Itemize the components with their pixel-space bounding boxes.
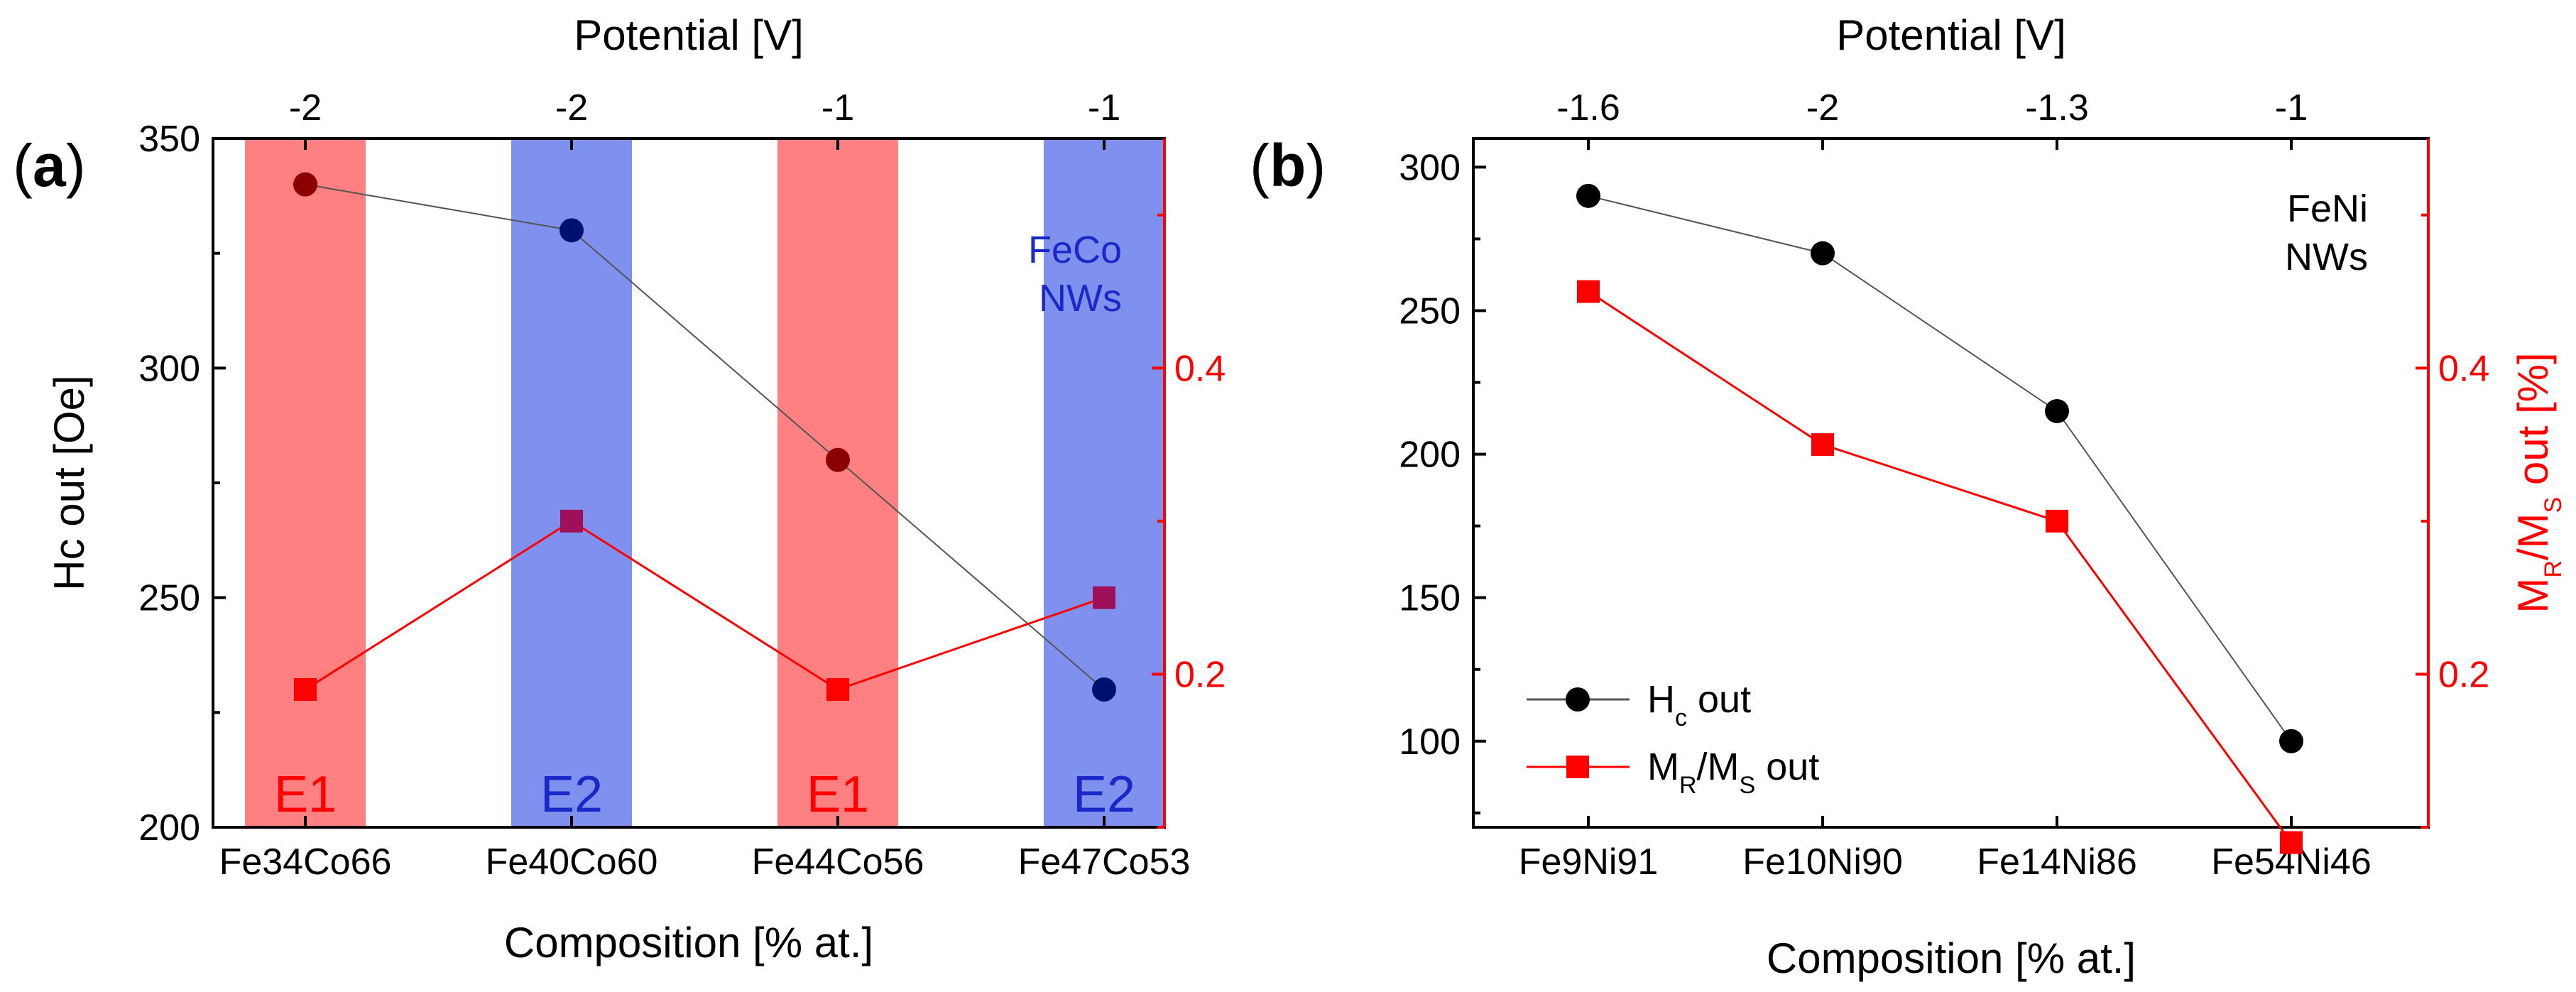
label-subscript: R	[2540, 560, 2567, 578]
panel-b-axes	[1472, 137, 2430, 829]
panel-b: (b) Fe9Ni91-1.6Fe10Ni90-2Fe14Ni86-1.3Fe5…	[1250, 11, 2567, 982]
panel-b-right-axis-title: MR/MS out [%]	[2509, 352, 2567, 613]
x-tick-label: Fe9Ni91	[1519, 841, 1659, 883]
data-point-mr-ms	[1577, 280, 1600, 303]
band-label-4: E2	[1073, 766, 1135, 823]
label-part: M	[2509, 578, 2557, 614]
label-subscript: S	[1740, 772, 1756, 799]
data-point-mr-ms	[1811, 433, 1834, 457]
label-subscript: R	[1679, 772, 1697, 799]
data-point-hc	[826, 447, 850, 472]
legend-marker-hc	[1566, 687, 1590, 712]
y2-tick-label: 0.2	[2438, 654, 2489, 695]
data-point-mr-ms	[1093, 586, 1115, 609]
panel-a-annotation-line2: NWs	[1039, 277, 1122, 320]
label-part: out	[1755, 746, 1819, 788]
panel-b-annotation-line1: FeNi	[2287, 187, 2368, 230]
band-label-3: E1	[807, 766, 869, 823]
y2-tick-label: 0.2	[1174, 654, 1226, 695]
data-point-mr-ms	[560, 509, 583, 533]
panel-b-annotation-line2: NWs	[2285, 236, 2368, 278]
x-tick-label: Fe47Co53	[1018, 841, 1191, 883]
data-point-hc	[1092, 677, 1116, 702]
series-line-2	[1588, 290, 2293, 844]
label-part: out	[1687, 678, 1751, 721]
panel-a-y-axis-title: Hc out [Oe]	[45, 375, 93, 590]
top-tick-label: -1	[1088, 87, 1120, 129]
data-point-mr-ms	[294, 678, 317, 701]
y2-tick-label: 0.4	[1174, 348, 1226, 389]
data-point-hc	[1811, 241, 1835, 266]
x-tick-label: Fe10Ni90	[1742, 841, 1902, 883]
panel-b-top-axis-title: Potential [V]	[1836, 11, 2066, 59]
y-tick-label: 100	[1399, 721, 1461, 763]
panel-a-series-lines	[305, 183, 1105, 691]
panel-a-x-axis-title: Composition [% at.]	[504, 919, 873, 966]
panel-a-label: (a)	[13, 132, 86, 199]
x-tick-label: Fe44Co56	[752, 841, 924, 883]
top-tick-label: -1.6	[1556, 87, 1620, 129]
y-tick-label: 200	[138, 807, 200, 849]
panel-a-ticks: Fe34Co66 -2 Fe40Co60 -2 Fe44Co56 -1 Fe47Co53 -1…	[138, 87, 1226, 883]
y-tick-label: 250	[138, 578, 200, 619]
y-tick-label: 350	[138, 119, 200, 160]
x-tick-label: Fe40Co60	[486, 841, 658, 883]
band-3	[777, 140, 898, 826]
panel-b-markers	[1576, 183, 2303, 854]
top-tick-label: -2	[1806, 87, 1839, 129]
legend-label-2: MR/MS out	[1647, 746, 1819, 799]
y-tick-label: 300	[1399, 147, 1461, 188]
data-point-mr-ms	[826, 678, 849, 701]
y-tick-label: 250	[1399, 291, 1461, 332]
top-tick-label: -1	[2275, 87, 2308, 129]
band-label-2: E2	[540, 766, 603, 823]
data-point-mr-ms	[2046, 509, 2068, 533]
label-part: /M	[2509, 513, 2557, 560]
panel-a-markers	[293, 172, 1116, 702]
top-tick-label: -2	[289, 87, 322, 129]
y2-tick-label: 0.4	[2438, 348, 2489, 389]
data-point-hc	[2279, 729, 2303, 753]
panel-a-annotation-line1: FeCo	[1028, 229, 1122, 271]
label-part: H	[1647, 678, 1675, 721]
data-point-hc	[560, 218, 584, 243]
panel-a-bands: E1 E2 E1 E2	[245, 140, 1164, 826]
data-point-hc	[1576, 183, 1600, 208]
top-tick-label: -2	[555, 87, 588, 129]
label-part: /M	[1697, 746, 1740, 788]
series-line-1	[1588, 195, 2292, 742]
band-2	[511, 140, 632, 826]
band-4	[1044, 140, 1164, 826]
x-tick-label: Fe14Ni86	[1977, 841, 2136, 883]
panel-b-x-axis-title: Composition [% at.]	[1767, 934, 2136, 982]
panel-a: (a) E1 E2 E1 E2 Fe34Co66 -2 Fe40Co60 -2 Fe44Co5…	[13, 11, 1226, 966]
label-part: M	[1647, 746, 1679, 788]
label-subscript: S	[2540, 497, 2567, 513]
legend-label-1: Hc out	[1647, 678, 1751, 731]
data-point-hc	[2045, 398, 2069, 423]
panel-b-series-lines	[1588, 195, 2293, 844]
label-subscript: c	[1675, 704, 1687, 731]
data-point-mr-ms	[2280, 831, 2303, 854]
band-label-1: E1	[274, 766, 337, 823]
x-tick-label: Fe34Co66	[219, 841, 392, 883]
series-line-2	[305, 520, 1105, 691]
series-line-1	[305, 183, 1105, 690]
data-point-hc	[293, 172, 317, 197]
label-part: out [%]	[2509, 352, 2557, 496]
band-1	[245, 140, 366, 826]
panel-a-top-axis-title: Potential [V]	[574, 11, 804, 59]
y-tick-label: 150	[1399, 578, 1461, 619]
top-tick-label: -1	[822, 87, 854, 129]
y-tick-label: 200	[1399, 435, 1461, 476]
y-tick-label: 300	[138, 348, 200, 389]
top-tick-label: -1.3	[2025, 87, 2089, 129]
legend-marker-mr-ms	[1566, 756, 1589, 778]
panel-b-ticks: Fe9Ni91-1.6Fe10Ni90-2Fe14Ni86-1.3Fe54Ni4…	[1399, 87, 2489, 883]
panel-b-label: (b)	[1250, 132, 1326, 199]
